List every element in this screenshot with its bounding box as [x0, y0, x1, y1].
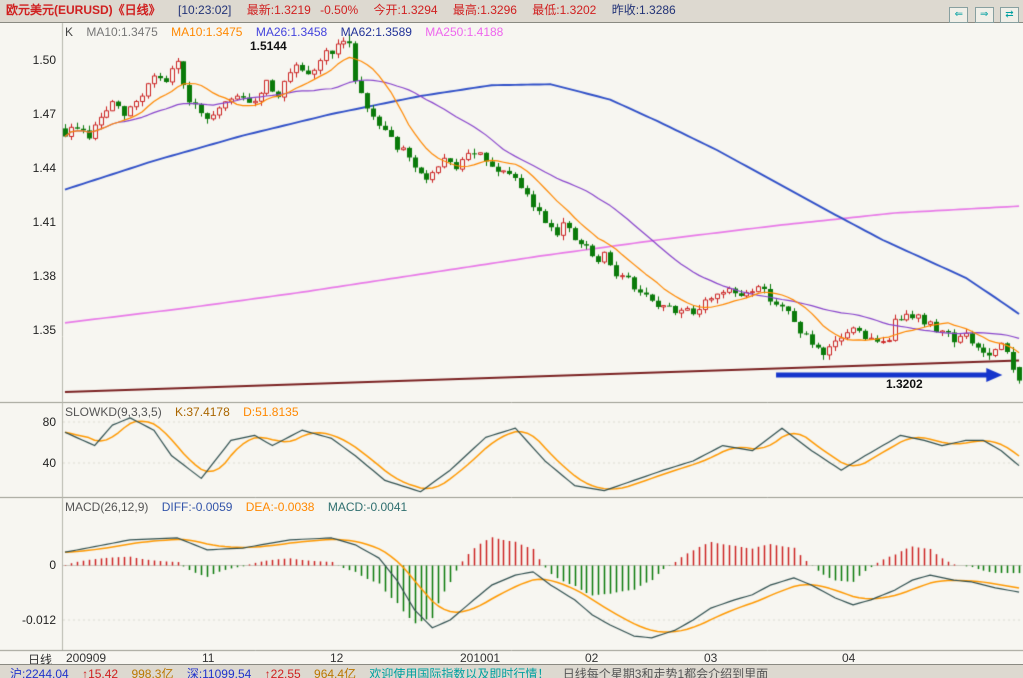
nav-left-button[interactable]: ⇐: [949, 6, 969, 23]
right-arrow-icon: ⇒: [979, 9, 989, 20]
nav-right-button[interactable]: ⇒: [974, 6, 994, 23]
nav-button-group: ⇐ ⇒ ⇄: [946, 3, 1019, 24]
nav-toggle-button[interactable]: ⇄: [1000, 6, 1019, 23]
left-arrow-icon: ⇐: [954, 9, 963, 20]
swap-arrows-icon: ⇄: [1005, 9, 1014, 20]
